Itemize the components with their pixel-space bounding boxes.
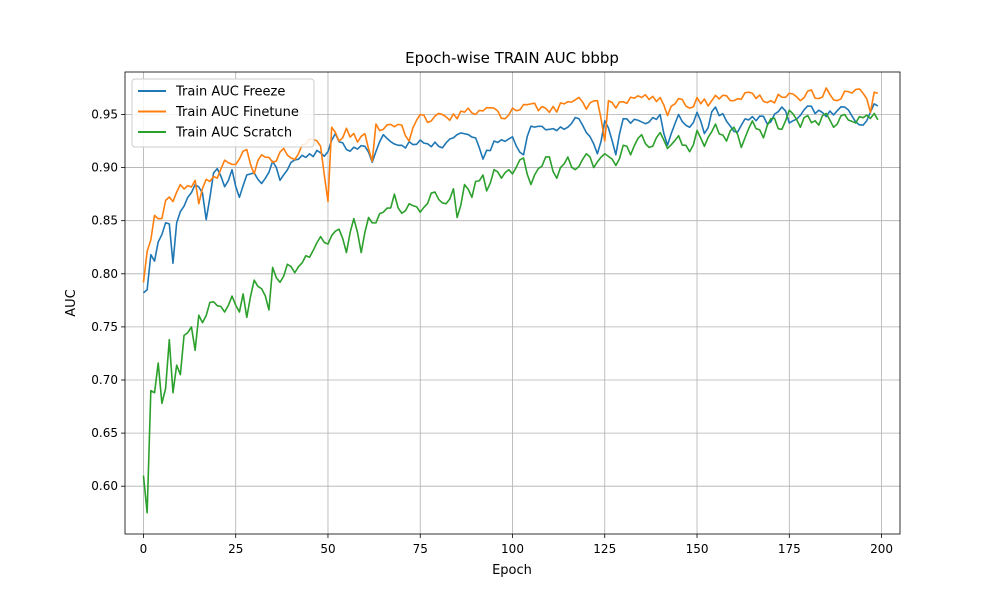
x-tick-label: 175 — [778, 542, 801, 556]
x-tick-label: 25 — [228, 542, 243, 556]
y-tick-label: 0.60 — [91, 479, 118, 493]
x-tick-label: 75 — [413, 542, 428, 556]
legend-entry-label: Train AUC Freeze — [175, 85, 285, 100]
x-tick-label: 125 — [593, 542, 616, 556]
legend-entry-label: Train AUC Scratch — [175, 126, 292, 141]
x-tick-label: 100 — [501, 542, 524, 556]
y-tick-label: 0.90 — [91, 161, 118, 175]
grid-lines — [125, 72, 900, 534]
legend-frame — [131, 78, 315, 148]
y-tick-label: 0.70 — [91, 373, 118, 387]
legend-entry-label: Train AUC Finetune — [175, 105, 299, 120]
y-axis-label: AUC — [64, 289, 79, 317]
x-tick-label: 0 — [140, 542, 148, 556]
axis-ticks: 0 25 50 75 100 125 150 175 200 0.60 0.65 0.70 0.75 0.… — [91, 107, 893, 556]
chart-title: Epoch-wise TRAIN AUC bbbp — [405, 49, 619, 67]
y-tick-label: 0.85 — [91, 214, 118, 228]
legend: Train AUC Freeze Train AUC Finetune Train … — [131, 78, 315, 148]
y-tick-label: 0.80 — [91, 267, 118, 281]
y-tick-label: 0.65 — [91, 426, 118, 440]
y-tick-label: 0.75 — [91, 320, 118, 334]
x-tick-label: 200 — [870, 542, 893, 556]
series-line-2 — [142, 87, 879, 283]
series-lines — [142, 87, 879, 514]
x-axis-label: Epoch — [492, 563, 532, 578]
x-tick-label: 50 — [320, 542, 335, 556]
series-line-1 — [142, 103, 879, 294]
x-tick-label: 150 — [686, 542, 709, 556]
series-line-3 — [142, 109, 879, 514]
y-tick-label: 0.95 — [91, 107, 118, 121]
